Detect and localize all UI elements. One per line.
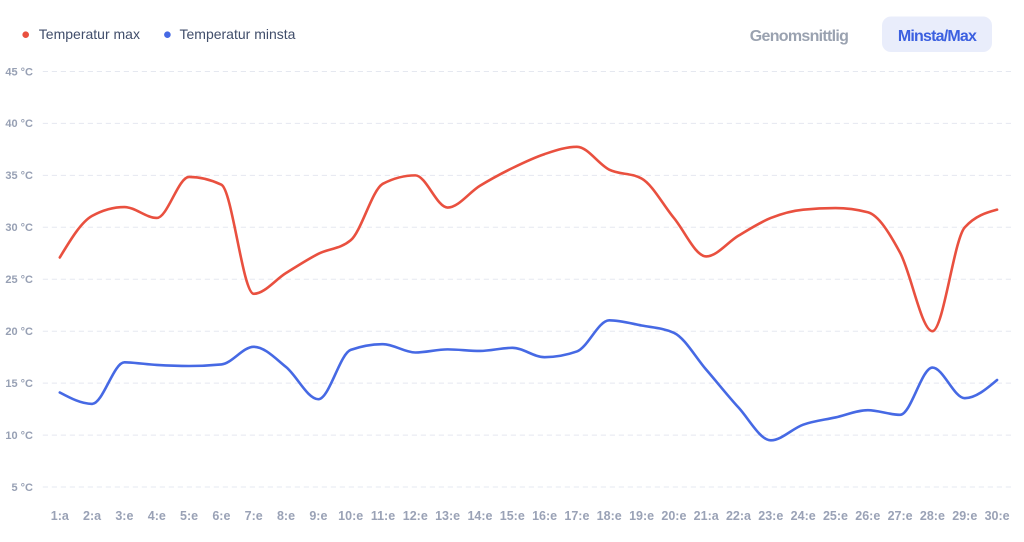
svg-text:Temperatur minsta: Temperatur minsta (180, 26, 296, 42)
svg-text:18:e: 18:e (597, 509, 622, 523)
svg-text:45 °C: 45 °C (5, 66, 33, 78)
svg-text:7:e: 7:e (245, 509, 263, 523)
svg-text:5 °C: 5 °C (11, 482, 33, 494)
svg-text:16:e: 16:e (532, 509, 557, 523)
svg-text:Minsta/Max: Minsta/Max (898, 28, 977, 45)
svg-text:21:a: 21:a (694, 509, 720, 523)
svg-text:9:e: 9:e (309, 509, 327, 523)
svg-text:15 °C: 15 °C (5, 378, 33, 390)
svg-text:30 °C: 30 °C (5, 222, 33, 234)
svg-text:20 °C: 20 °C (5, 326, 33, 338)
svg-text:26:e: 26:e (855, 509, 880, 523)
svg-text:25:e: 25:e (823, 509, 848, 523)
svg-text:12:e: 12:e (403, 509, 428, 523)
svg-text:Temperatur max: Temperatur max (39, 26, 140, 42)
svg-text:Genomsnittlig: Genomsnittlig (750, 28, 848, 45)
svg-text:23:e: 23:e (758, 509, 783, 523)
svg-text:22:a: 22:a (726, 509, 752, 523)
svg-text:10:e: 10:e (338, 509, 363, 523)
svg-text:5:e: 5:e (180, 509, 198, 523)
svg-text:28:e: 28:e (920, 509, 945, 523)
svg-text:17:e: 17:e (564, 509, 589, 523)
svg-text:40 °C: 40 °C (5, 118, 33, 130)
svg-text:6:e: 6:e (212, 509, 230, 523)
svg-text:2:a: 2:a (83, 509, 102, 523)
svg-text:3:e: 3:e (115, 509, 133, 523)
svg-text:15:e: 15:e (500, 509, 525, 523)
svg-text:4:e: 4:e (148, 509, 166, 523)
svg-text:13:e: 13:e (435, 509, 460, 523)
svg-text:30:e: 30:e (985, 509, 1010, 523)
svg-text:10 °C: 10 °C (5, 430, 33, 442)
svg-text:19:e: 19:e (629, 509, 654, 523)
svg-text:35 °C: 35 °C (5, 170, 33, 182)
svg-text:14:e: 14:e (467, 509, 492, 523)
svg-text:20:e: 20:e (661, 509, 686, 523)
svg-text:8:e: 8:e (277, 509, 295, 523)
svg-text:25 °C: 25 °C (5, 274, 33, 286)
svg-text:11:e: 11:e (371, 509, 395, 523)
svg-text:27:e: 27:e (888, 509, 913, 523)
svg-text:1:a: 1:a (51, 509, 70, 523)
svg-text:29:e: 29:e (952, 509, 977, 523)
svg-text:24:e: 24:e (791, 509, 816, 523)
